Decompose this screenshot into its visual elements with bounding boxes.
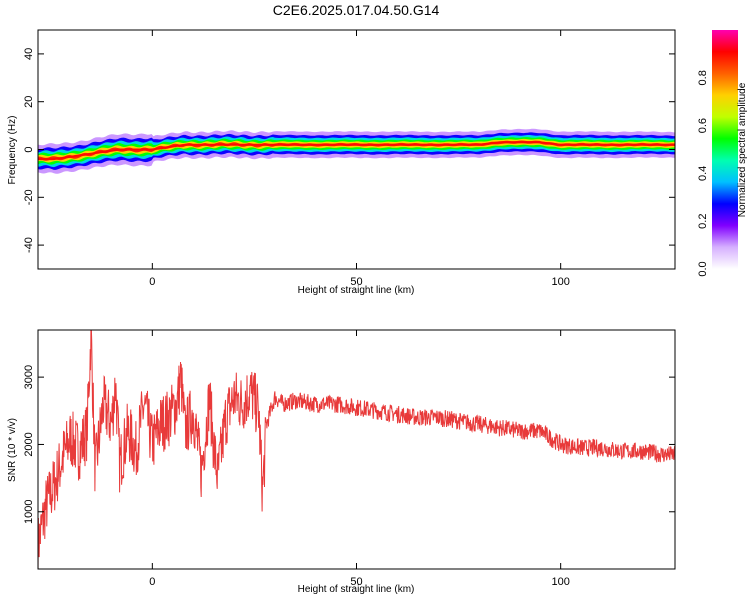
y-tick-label: 20 <box>23 96 35 108</box>
x-tick-label: 0 <box>149 576 155 588</box>
spectrogram-y-axis-label: Frequency (Hz) <box>7 116 18 185</box>
snr-y-ticks: 1000 2000 3000 <box>23 365 675 524</box>
spectrogram-peak-line <box>38 141 675 161</box>
colorbar-tick-label: 0.2 <box>697 214 709 229</box>
snr-x-axis-label: Height of straight line (km) <box>298 584 415 595</box>
y-tick-label: 1000 <box>23 500 35 524</box>
x-tick-label: 50 <box>350 276 362 288</box>
chart-title: C2E6.2025.017.04.50.G14 <box>273 2 440 18</box>
spectrogram-x-axis-label: Height of straight line (km) <box>298 285 415 296</box>
y-tick-label: 2000 <box>23 432 35 456</box>
spectrogram-ridge <box>38 128 675 174</box>
y-tick-label: 40 <box>23 48 35 60</box>
x-tick-label: 100 <box>551 576 569 588</box>
colorbar-tick-label: 0.0 <box>697 261 709 276</box>
x-tick-label: 0 <box>149 276 155 288</box>
colorbar-tick-label: 0.4 <box>697 166 709 181</box>
spectrogram-panel: 0 50 100 -40 -20 0 20 40 Height of straight li… <box>7 29 676 296</box>
colorbar-ticks: 0.0 0.2 0.4 0.6 0.8 <box>697 70 709 276</box>
x-tick-label: 50 <box>350 576 362 588</box>
x-tick-label: 100 <box>551 276 569 288</box>
y-tick-label: -20 <box>23 189 35 205</box>
spectrogram-y-ticks: -40 -20 0 20 40 <box>23 48 675 253</box>
y-tick-label: 0 <box>23 146 35 152</box>
snr-y-axis-label: SNR (10 * v/v) <box>7 418 18 482</box>
snr-x-ticks: 0 50 100 <box>149 330 570 588</box>
y-tick-label: 3000 <box>23 365 35 389</box>
spectrogram-x-ticks: 0 50 100 <box>149 30 570 288</box>
snr-panel: 0 50 100 1000 2000 3000 Height of straight l… <box>7 329 676 595</box>
colorbar-bar <box>712 30 738 269</box>
snr-series-line <box>38 330 675 569</box>
colorbar-tick-label: 0.8 <box>697 70 709 85</box>
colorbar: 0.0 0.2 0.4 0.6 0.8 Normalized spectral ampl… <box>697 30 748 277</box>
y-tick-label: -40 <box>23 237 35 253</box>
colorbar-tick-label: 0.6 <box>697 118 709 133</box>
colorbar-label: Normalized spectral amplitude <box>737 82 748 217</box>
